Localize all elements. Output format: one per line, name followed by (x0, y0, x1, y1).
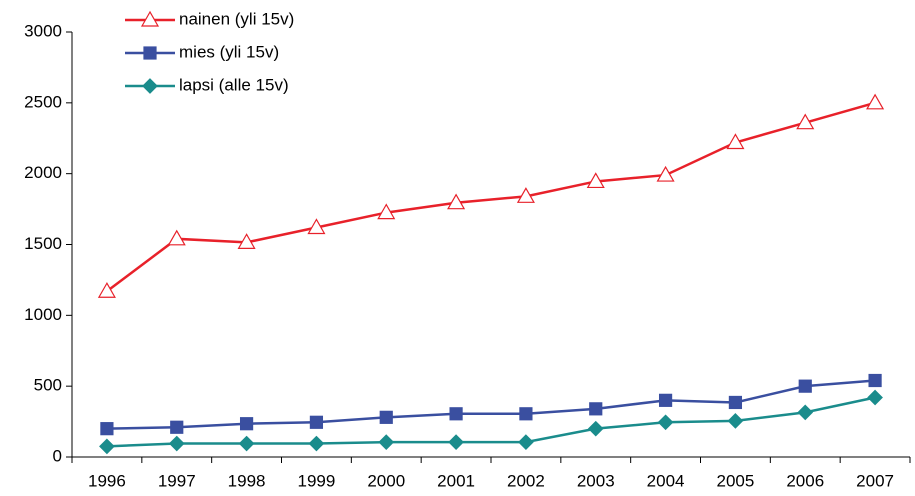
data-point (727, 413, 744, 429)
x-tick-label: 2002 (507, 471, 545, 490)
data-point (798, 379, 812, 393)
data-point (449, 407, 463, 421)
y-tick-label: 500 (34, 376, 62, 395)
y-tick-label: 1000 (24, 305, 62, 324)
y-tick-label: 2500 (24, 92, 62, 111)
x-tick-label: 1999 (298, 471, 336, 490)
data-point (239, 417, 254, 431)
data-point (309, 415, 324, 429)
data-point (796, 113, 815, 130)
x-tick-label: 2003 (577, 471, 615, 490)
data-point (518, 434, 534, 450)
series-line (106, 379, 876, 430)
data-point (589, 402, 603, 416)
data-point (587, 420, 604, 437)
data-point (448, 434, 464, 450)
data-point (519, 407, 533, 421)
data-point (797, 404, 814, 421)
data-point (868, 373, 882, 388)
data-point (237, 233, 256, 249)
data-point (100, 422, 114, 436)
x-tick-label: 2004 (647, 471, 685, 490)
x-tick-label: 1997 (158, 471, 196, 490)
data-point (238, 435, 255, 452)
data-point (867, 389, 883, 406)
data-point (167, 229, 186, 246)
data-point (97, 282, 116, 298)
data-point (657, 414, 674, 431)
data-point (377, 203, 396, 220)
x-tick-label: 2005 (717, 471, 755, 490)
legend-marker (142, 78, 158, 94)
x-tick-label: 1996 (88, 471, 126, 490)
data-point (168, 435, 185, 452)
data-point (379, 410, 393, 424)
y-tick-label: 2000 (24, 163, 62, 182)
data-point (728, 395, 743, 410)
data-point (586, 172, 605, 189)
y-tick-label: 3000 (24, 21, 62, 40)
data-point (447, 193, 466, 210)
y-tick-label: 0 (53, 446, 62, 465)
legend-label: lapsi (alle 15v) (179, 75, 289, 94)
legend-label: mies (yli 15v) (179, 42, 279, 61)
series-line (106, 396, 876, 448)
x-tick-label: 2006 (786, 471, 824, 490)
data-point (170, 420, 184, 434)
x-tick-label: 2001 (437, 471, 475, 490)
data-point (308, 435, 325, 452)
data-point (658, 393, 673, 407)
legend-label: nainen (yli 15v) (179, 9, 294, 28)
legend-marker (140, 10, 160, 27)
x-tick-label: 2007 (856, 471, 894, 490)
data-point (516, 187, 535, 203)
legend-marker (143, 46, 157, 60)
y-tick-label: 1500 (24, 234, 62, 253)
x-tick-label: 2000 (367, 471, 405, 490)
x-tick-label: 1998 (228, 471, 266, 490)
series-line (106, 101, 876, 293)
data-point (378, 434, 395, 450)
data-point (656, 165, 675, 182)
data-point (99, 438, 115, 455)
data-point (307, 218, 326, 235)
data-point (866, 93, 885, 110)
data-point (726, 133, 745, 150)
